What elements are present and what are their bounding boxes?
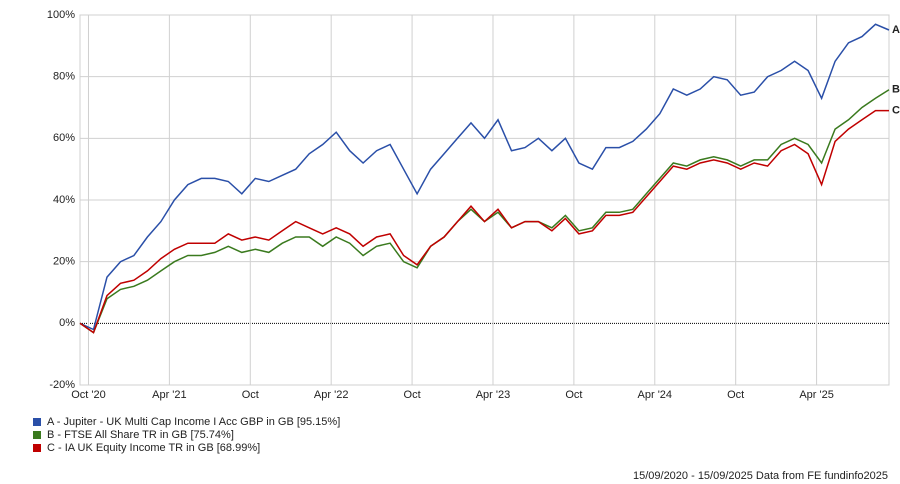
x-tick-label: Apr '25 <box>799 389 834 401</box>
x-tick-label: Apr '22 <box>314 389 349 401</box>
legend-swatch <box>33 431 41 439</box>
series-line <box>79 89 890 334</box>
x-tick-label: Oct <box>242 389 259 401</box>
y-tick-label: 40% <box>53 194 75 206</box>
x-tick-label: Oct <box>565 389 582 401</box>
x-tick-label: Oct '20 <box>71 389 106 401</box>
legend-label: A - Jupiter - UK Multi Cap Income I Acc … <box>47 416 340 428</box>
y-tick-label: 60% <box>53 132 75 144</box>
footnote: 15/09/2020 - 15/09/2025 Data from FE fun… <box>633 470 888 482</box>
y-tick-label: 20% <box>53 256 75 268</box>
end-label: B <box>892 84 900 96</box>
end-label: A <box>892 24 900 36</box>
x-tick-label: Apr '24 <box>638 389 673 401</box>
y-tick-label: 0% <box>59 317 75 329</box>
legend-swatch <box>33 444 41 452</box>
series-line <box>79 109 889 334</box>
legend-label: B - FTSE All Share TR in GB [75.74%] <box>47 429 234 441</box>
x-tick-label: Oct <box>404 389 421 401</box>
x-tick-label: Oct <box>727 389 744 401</box>
y-tick-label: 80% <box>53 71 75 83</box>
end-label: C <box>892 105 900 117</box>
y-tick-label: -20% <box>49 379 75 391</box>
x-tick-label: Apr '21 <box>152 389 187 401</box>
legend-label: C - IA UK Equity Income TR in GB [68.99%… <box>47 442 260 454</box>
series-line <box>79 23 890 331</box>
x-tick-label: Apr '23 <box>476 389 511 401</box>
legend-swatch <box>33 418 41 426</box>
y-tick-label: 100% <box>47 9 75 21</box>
